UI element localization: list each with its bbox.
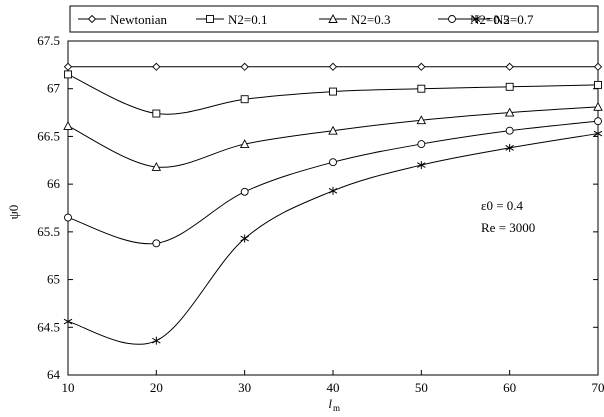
series-3 <box>63 101 603 171</box>
data-point <box>594 117 602 126</box>
y-tick-label: 65 <box>47 272 60 287</box>
legend-item: N2=0.1 <box>196 12 267 27</box>
y-tick-label: 67.5 <box>37 33 60 48</box>
series-5 <box>63 129 603 345</box>
data-point <box>329 87 337 96</box>
y-axis: 64 64.5 65 65.5 66 66.5 67 67.5 <box>37 33 598 382</box>
data-point <box>328 186 338 195</box>
x-tick-label: 40 <box>327 380 340 395</box>
data-point <box>328 125 338 135</box>
y-tick-label: 66.5 <box>37 128 60 143</box>
x-axis-label-subscript: m <box>333 403 340 413</box>
data-point <box>63 317 73 326</box>
series-line <box>67 106 599 168</box>
y-axis-label: ψ0 <box>6 205 21 220</box>
data-point <box>417 84 426 93</box>
data-point <box>329 158 337 167</box>
data-point <box>240 62 249 71</box>
data-point <box>505 126 514 135</box>
series-1 <box>63 62 603 71</box>
data-point <box>417 62 426 71</box>
data-point <box>152 109 161 118</box>
series-layer <box>63 62 603 345</box>
data-point <box>593 101 603 111</box>
data-point <box>64 213 72 222</box>
legend-label: N2=0.1 <box>228 12 267 27</box>
x-tick-label: 70 <box>592 380 604 395</box>
data-point <box>152 62 161 71</box>
legend-label: Newtonian <box>110 12 168 27</box>
x-axis-label: l <box>328 396 332 411</box>
y-tick-label: 65.5 <box>37 224 60 239</box>
legend-marker <box>471 15 481 23</box>
data-point <box>416 115 427 125</box>
data-point <box>239 139 250 149</box>
data-point <box>64 70 72 79</box>
x-axis: 10 20 30 40 50 60 70 <box>62 370 604 395</box>
series-2 <box>64 70 602 118</box>
legend-label: N2=0.3 <box>351 12 390 27</box>
data-point <box>505 62 514 71</box>
data-point <box>504 107 515 117</box>
data-point <box>240 234 249 243</box>
y-tick-label: 64.5 <box>37 319 60 334</box>
data-point <box>328 62 338 71</box>
x-tick-label: 50 <box>415 380 428 395</box>
x-tick-label: 20 <box>150 380 163 395</box>
x-tick-label: 60 <box>503 380 516 395</box>
series-4 <box>64 117 602 248</box>
data-point <box>63 120 73 130</box>
legend-marker <box>87 14 97 24</box>
annotation-epsilon: ε0 = 0.4 <box>481 198 524 213</box>
data-point <box>593 62 603 71</box>
data-point <box>417 140 426 149</box>
legend-label: N2=0.7 <box>494 12 534 27</box>
data-point <box>594 80 602 89</box>
legend: Newtonian N2=0.1 N2=0.3 N2=0.5N2=0.7 <box>69 5 599 33</box>
data-point <box>593 129 603 138</box>
data-point <box>240 95 249 104</box>
data-point <box>151 162 162 171</box>
x-tick-label: 30 <box>238 380 251 395</box>
y-tick-label: 66 <box>47 176 61 191</box>
legend-marker <box>328 14 338 23</box>
legend-marker <box>206 15 214 23</box>
data-point <box>505 82 514 91</box>
x-tick-label: 10 <box>62 380 75 395</box>
annotation-reynolds: Re = 3000 <box>481 220 535 235</box>
data-point <box>152 336 161 345</box>
data-point <box>63 62 73 71</box>
data-point <box>417 161 426 170</box>
y-tick-label: 64 <box>47 367 61 382</box>
data-point <box>152 239 161 248</box>
y-tick-label: 67 <box>47 81 61 96</box>
data-point <box>505 143 514 152</box>
data-point <box>240 187 249 196</box>
legend-item: N2=0.7 <box>462 12 534 27</box>
legend-item: N2=0.3 <box>319 12 390 27</box>
legend-marker <box>448 15 456 23</box>
legend-item: Newtonian <box>78 12 168 27</box>
